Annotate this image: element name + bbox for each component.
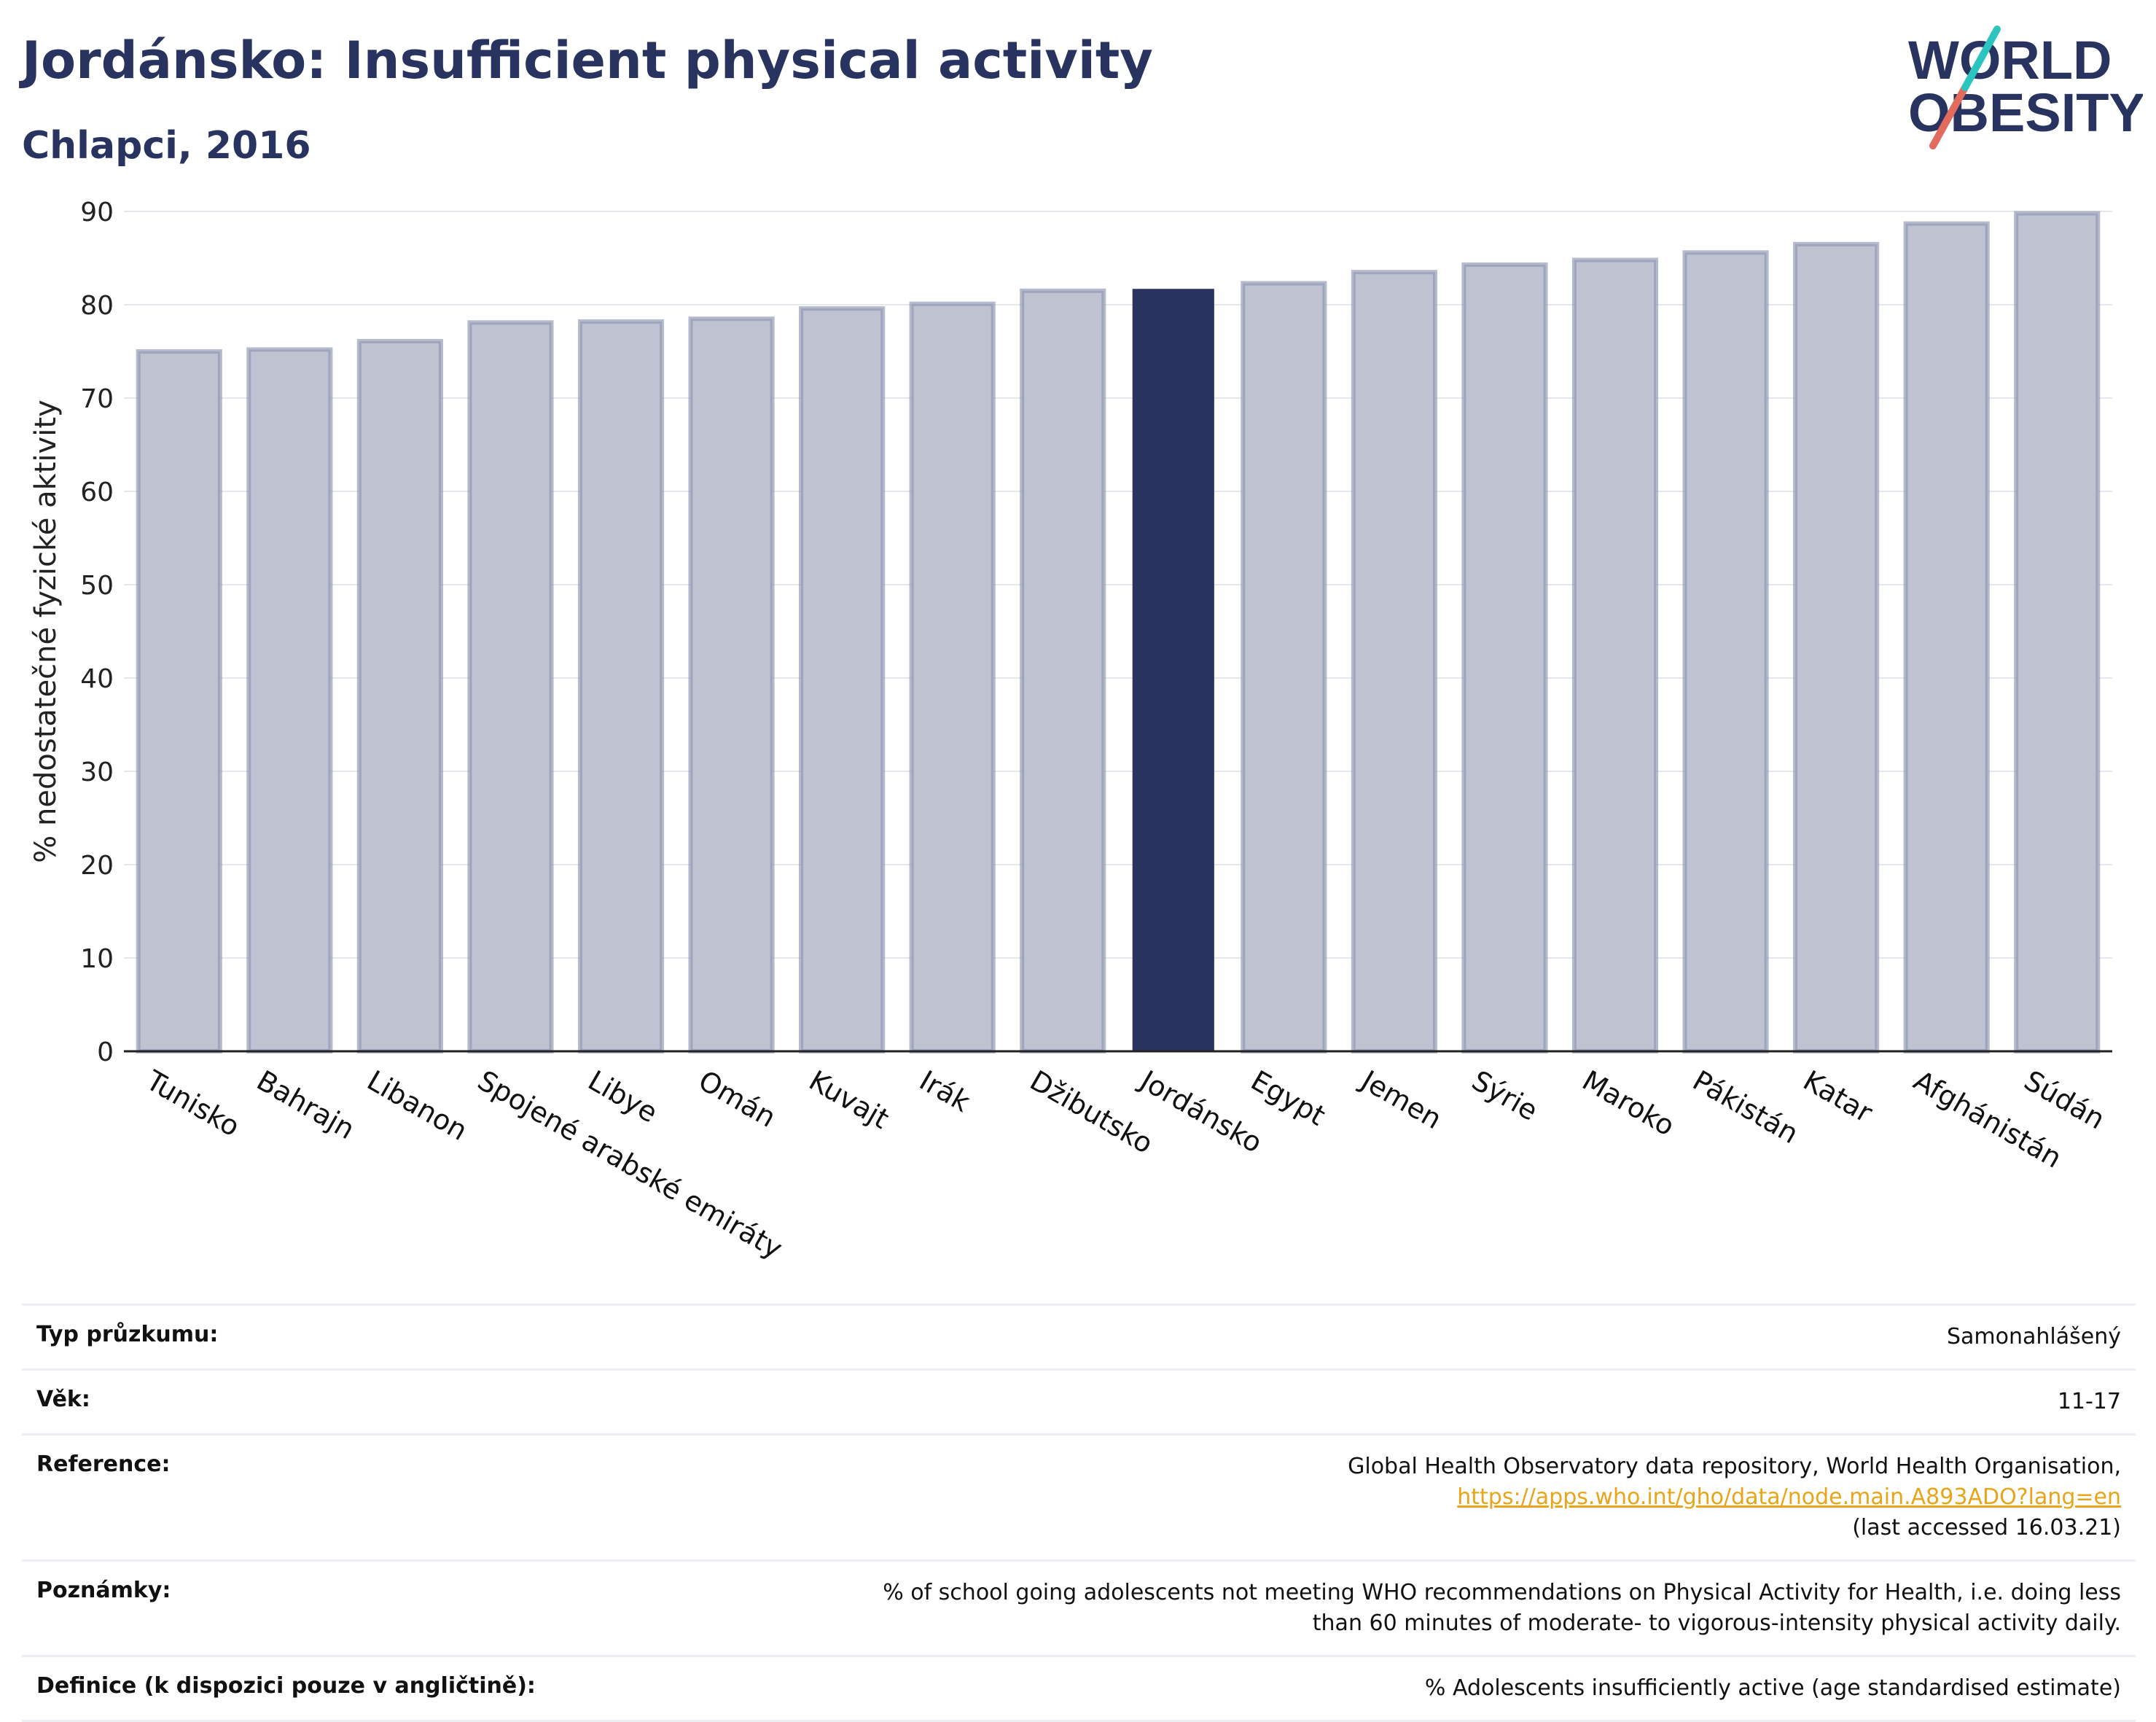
bar-Irák bbox=[909, 301, 996, 1054]
bar-Libanon bbox=[356, 338, 443, 1054]
y-tick-label: 10 bbox=[80, 944, 114, 974]
bar-Omán bbox=[688, 316, 775, 1053]
info-label: Věk: bbox=[36, 1387, 90, 1412]
x-tick-label: Libanon bbox=[362, 1064, 472, 1147]
info-value: Global Health Observatory data repositor… bbox=[867, 1435, 2136, 1561]
bar-Katar bbox=[1793, 241, 1880, 1053]
x-tick-label: Irák bbox=[914, 1064, 975, 1118]
bar-Džibutsko bbox=[1020, 288, 1106, 1053]
x-tick-label: Tunisko bbox=[140, 1064, 245, 1143]
info-value-note: (last accessed 16.03.21) bbox=[1852, 1515, 2121, 1540]
y-tick-label: 40 bbox=[80, 664, 114, 694]
info-label: Poznámky: bbox=[36, 1578, 171, 1603]
y-tick-label: 30 bbox=[80, 757, 114, 787]
chart-title: Jordánsko: Insufficient physical activit… bbox=[22, 31, 1153, 90]
bar-Libye bbox=[577, 319, 665, 1054]
bar-Kuvajt bbox=[799, 306, 886, 1053]
y-tick-label: 60 bbox=[80, 478, 114, 507]
reference-link[interactable]: https://apps.who.int/gho/data/node.main.… bbox=[1457, 1484, 2121, 1510]
chart-subtitle: Chlapci, 2016 bbox=[22, 124, 311, 168]
x-tick-label: Katar bbox=[1798, 1064, 1878, 1129]
y-tick-label: 20 bbox=[80, 851, 114, 881]
info-value: % of school going adolescents not meetin… bbox=[867, 1561, 2136, 1656]
x-axis-labels: Tunisko Bahrajn Libanon Spojené arabské emi… bbox=[140, 1064, 2110, 1265]
x-tick-label: Omán bbox=[693, 1064, 781, 1134]
x-tick-label: Pákistán bbox=[1687, 1064, 1804, 1150]
x-tick-label: Maroko bbox=[1577, 1064, 1681, 1142]
info-row: Věk: 11-17 bbox=[22, 1369, 2136, 1435]
bar-Jordánsko bbox=[1132, 289, 1214, 1051]
y-tick-label: 70 bbox=[80, 384, 114, 414]
bar-Spojené arabské emiráty bbox=[467, 320, 554, 1053]
bar-Tunisko bbox=[136, 349, 222, 1053]
bar-Súdán bbox=[2014, 211, 2101, 1053]
x-tick-label: Egypt bbox=[1246, 1064, 1331, 1132]
x-tick-label: Sýrie bbox=[1466, 1064, 1543, 1127]
y-axis-ticks: 0 10 20 30 40 50 60 70 80 90 bbox=[80, 198, 114, 1067]
info-label: Definice (k dispozici pouze v angličtině… bbox=[36, 1673, 536, 1699]
x-tick-label: Jordánsko bbox=[1134, 1064, 1268, 1159]
info-value: 11-17 bbox=[867, 1370, 2136, 1435]
bar-Jemen bbox=[1351, 270, 1437, 1054]
info-label: Typ průzkumu: bbox=[36, 1322, 219, 1347]
y-tick-label: 80 bbox=[80, 291, 114, 321]
bar-Sýrie bbox=[1461, 262, 1548, 1054]
y-tick-label: 0 bbox=[97, 1037, 114, 1067]
bar-Bahrajn bbox=[246, 347, 333, 1053]
x-tick-label: Bahrajn bbox=[251, 1064, 360, 1146]
bar-Afghánistán bbox=[1903, 221, 1990, 1053]
bar-chart: 0 10 20 30 40 50 60 70 80 90 Tunisko Bahrajn Libano… bbox=[29, 198, 2112, 1265]
info-value: Samonahlášený bbox=[867, 1305, 2136, 1370]
info-value-text: % of school going adolescents not meetin… bbox=[883, 1580, 2121, 1636]
info-value: % Adolescents insufficiently active (age… bbox=[867, 1656, 2136, 1721]
info-row: Reference: Global Health Observatory data… bbox=[22, 1434, 2136, 1561]
x-tick-label: Súdán bbox=[2019, 1064, 2111, 1136]
info-table: Typ průzkumu: Samonahlášený Věk: 11-17 Refer… bbox=[22, 1304, 2136, 1722]
logo-slash-coral bbox=[1929, 84, 1969, 149]
info-value-text: 11-17 bbox=[2057, 1389, 2121, 1414]
info-value-text: Samonahlášený bbox=[1947, 1324, 2121, 1349]
info-label: Reference: bbox=[36, 1452, 171, 1477]
bar-Maroko bbox=[1571, 257, 1659, 1053]
info-value-text: % Adolescents insufficiently active (age… bbox=[1424, 1675, 2121, 1701]
y-tick-label: 50 bbox=[80, 571, 114, 601]
info-row: Poznámky: % of school going adolescents n… bbox=[22, 1560, 2136, 1656]
y-axis-title: % nedostatečné fyzické aktivity bbox=[29, 400, 63, 862]
x-tick-label: Libye bbox=[583, 1064, 663, 1129]
info-row: Typ průzkumu: Samonahlášený bbox=[22, 1304, 2136, 1370]
logo-line1: WORLD bbox=[1908, 30, 2112, 90]
x-tick-label: Jemen bbox=[1355, 1064, 1448, 1136]
info-value-text: Global Health Observatory data repositor… bbox=[1348, 1454, 2121, 1479]
bar-Egypt bbox=[1241, 281, 1327, 1053]
bars bbox=[136, 211, 2101, 1054]
x-tick-label: Džibutsko bbox=[1025, 1064, 1159, 1160]
world-obesity-logo: WORLD OBESITY bbox=[1908, 26, 2143, 149]
bar-Pákistán bbox=[1682, 250, 1769, 1054]
x-tick-label: Kuvajt bbox=[804, 1064, 894, 1135]
y-tick-label: 90 bbox=[80, 198, 114, 227]
logo-slash-teal bbox=[1961, 26, 2001, 91]
info-row: Definice (k dispozici pouze v angličtině… bbox=[22, 1656, 2136, 1721]
